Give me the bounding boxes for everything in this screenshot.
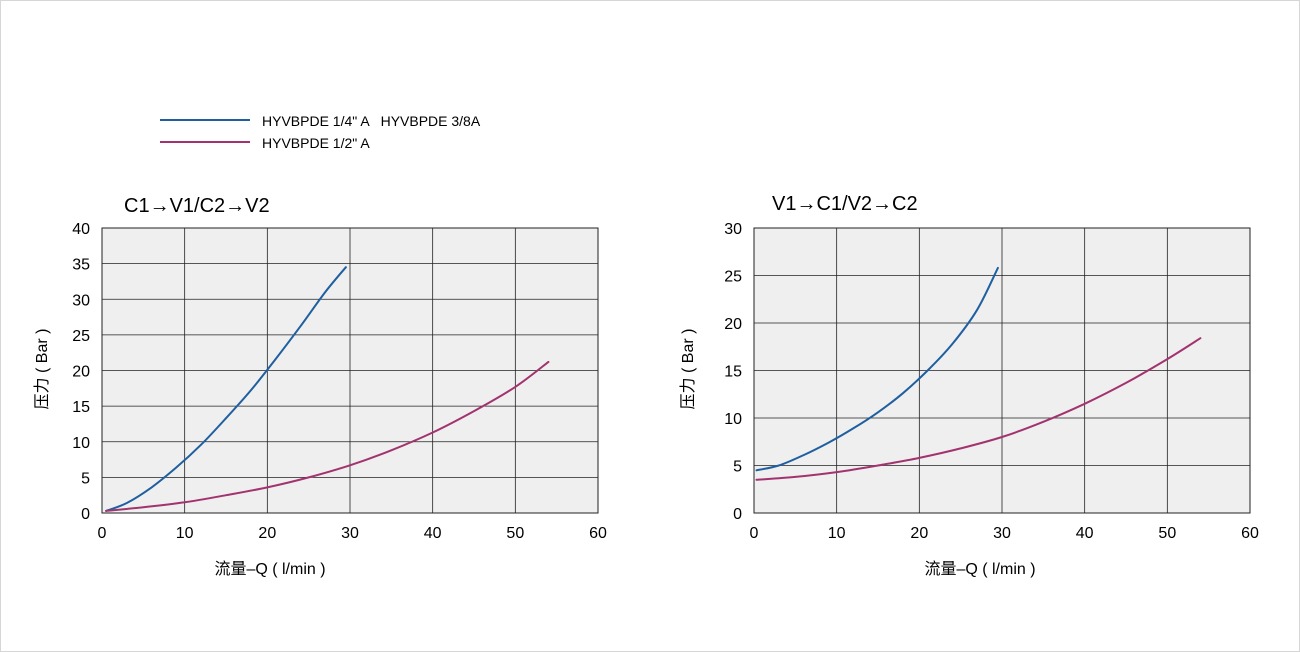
x-tick-label: 40 <box>1076 525 1094 542</box>
x-axis-title: 流量–Q ( l/min ) <box>214 560 325 578</box>
x-tick-label: 0 <box>98 525 107 542</box>
y-tick-label: 20 <box>72 364 90 381</box>
x-tick-label: 20 <box>258 525 276 542</box>
x-axis-title: 流量–Q ( l/min ) <box>924 560 1035 578</box>
x-tick-label: 0 <box>750 525 759 542</box>
legend: HYVBPDE 1/4" A HYVBPDE 3/8A HYVBPDE 1/2"… <box>160 113 481 151</box>
x-tick-label: 60 <box>1241 525 1259 542</box>
y-tick-label: 0 <box>81 506 90 523</box>
x-tick-label: 40 <box>424 525 442 542</box>
chart-title: V1→C1/V2→C2 <box>772 193 918 215</box>
y-tick-label: 25 <box>72 328 90 345</box>
x-tick-label: 50 <box>506 525 524 542</box>
x-tick-label: 10 <box>828 525 846 542</box>
x-tick-label: 30 <box>993 525 1011 542</box>
y-tick-label: 40 <box>72 221 90 238</box>
y-tick-label: 10 <box>72 435 90 452</box>
x-tick-label: 60 <box>589 525 607 542</box>
chart-c1-v1: C1→V1/C2→V2 流量–Q ( l/min ) 压力 ( Bar ) 0 1… <box>33 195 607 578</box>
y-tick-label: 15 <box>724 364 742 381</box>
series-line-1 <box>755 266 999 472</box>
series-line-2 <box>755 337 1202 481</box>
x-tick-label: 50 <box>1158 525 1176 542</box>
y-tick-label: 5 <box>733 459 742 476</box>
legend-label-series-2: HYVBPDE 1/2" A <box>262 135 370 151</box>
y-tick-label: 25 <box>724 269 742 286</box>
y-tick-label: 30 <box>724 221 742 238</box>
y-tick-label: 30 <box>72 292 90 309</box>
x-tick-label: 30 <box>341 525 359 542</box>
y-axis-title: 压力 ( Bar ) <box>33 329 51 410</box>
series-line-1 <box>105 266 347 512</box>
y-tick-label: 10 <box>724 411 742 428</box>
y-tick-label: 5 <box>81 470 90 487</box>
y-tick-label: 20 <box>724 316 742 333</box>
x-tick-label: 20 <box>910 525 928 542</box>
plot-border <box>101 227 599 514</box>
y-tick-label: 15 <box>72 399 90 416</box>
chart-v1-c1: V1→C1/V2→C2 流量–Q ( l/min ) 压力 ( Bar ) 0 1… <box>679 193 1259 578</box>
y-tick-label: 35 <box>72 257 90 274</box>
x-tick-label: 10 <box>176 525 194 542</box>
legend-label-series-1: HYVBPDE 1/4" A HYVBPDE 3/8A <box>262 113 481 129</box>
series-line-2 <box>105 360 550 512</box>
chart-title: C1→V1/C2→V2 <box>124 195 270 217</box>
plot-border <box>753 227 1251 514</box>
y-axis-title: 压力 ( Bar ) <box>679 329 697 410</box>
y-tick-label: 0 <box>733 506 742 523</box>
